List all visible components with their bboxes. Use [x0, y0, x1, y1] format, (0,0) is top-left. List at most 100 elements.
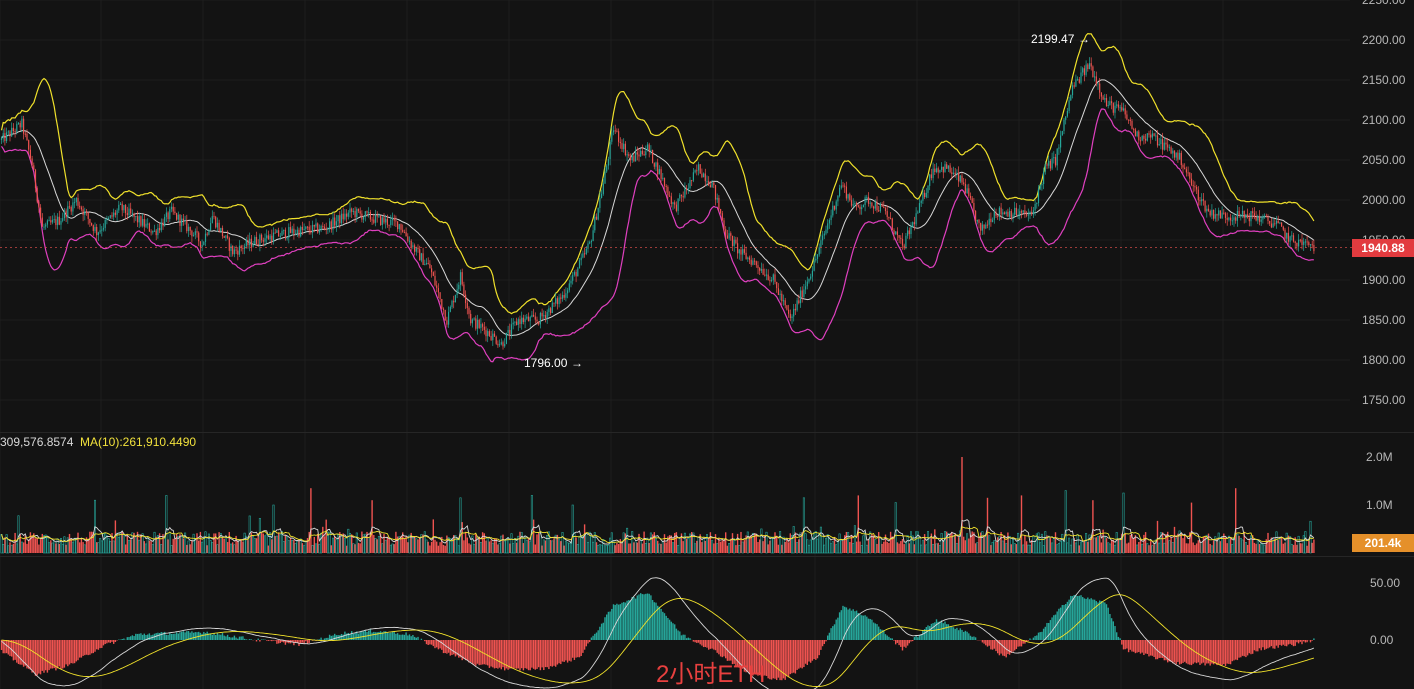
- candle-body: [220, 227, 222, 232]
- price-pane[interactable]: [0, 32, 1315, 363]
- volume-bar: [357, 542, 360, 553]
- volume-bar: [934, 529, 936, 553]
- macd-histogram-bar: [162, 632, 164, 640]
- macd-histogram-bar: [1212, 640, 1215, 665]
- candle-body: [1056, 148, 1058, 166]
- macd-histogram-bar: [636, 595, 638, 640]
- macd-histogram-bar: [832, 626, 834, 640]
- macd-histogram-bar: [1243, 640, 1245, 657]
- volume-bar: [529, 541, 532, 554]
- volume-bar: [340, 536, 343, 554]
- volume-bar: [1238, 535, 1240, 553]
- macd-histogram-bar: [191, 631, 193, 640]
- macd-histogram-bar: [1235, 640, 1237, 660]
- volume-bar: [581, 535, 584, 554]
- candle-body: [225, 235, 227, 238]
- macd-histogram-bar: [1161, 640, 1164, 658]
- volume-bar: [369, 531, 372, 553]
- candle-body: [60, 220, 62, 225]
- volume-bar: [174, 538, 176, 553]
- macd-histogram-bar: [1024, 640, 1026, 644]
- candle-body: [482, 324, 484, 327]
- low-price-annotation: 1796.00: [524, 356, 568, 370]
- macd-histogram-bar: [534, 640, 536, 670]
- volume-bar: [1258, 544, 1261, 553]
- volume-bar: [733, 538, 736, 554]
- volume-bar: [1287, 535, 1290, 553]
- macd-histogram-bar: [24, 640, 26, 666]
- macd-histogram-bar: [872, 622, 875, 640]
- macd-histogram-bar: [796, 640, 798, 670]
- candle-body: [40, 207, 42, 218]
- candle-body: [716, 197, 718, 200]
- volume-bar: [1190, 502, 1193, 553]
- candle-body: [431, 268, 433, 273]
- volume-bar: [250, 532, 253, 553]
- macd-histogram-bar: [196, 632, 198, 640]
- macd-histogram-bar: [104, 640, 106, 645]
- candle-body: [1094, 76, 1096, 78]
- macd-histogram-bar: [53, 640, 55, 669]
- macd-histogram-bar: [386, 632, 389, 640]
- volume-bar: [509, 543, 511, 553]
- volume-bar: [381, 543, 384, 554]
- candle-body: [721, 213, 723, 221]
- candle-body: [106, 219, 108, 221]
- volume-bar: [893, 536, 895, 553]
- volume-bar: [959, 530, 962, 554]
- candle-body: [788, 309, 790, 314]
- candle-body: [381, 217, 383, 225]
- volume-bar: [753, 533, 756, 553]
- macd-histogram-bar: [1000, 640, 1002, 654]
- candle-body: [1095, 76, 1097, 85]
- macd-histogram-bar: [648, 593, 650, 640]
- macd-histogram-bar: [1071, 596, 1074, 640]
- macd-histogram-bar: [160, 632, 162, 640]
- macd-histogram-bar: [606, 614, 608, 640]
- macd-histogram-bar: [694, 640, 696, 643]
- volume-bar: [852, 543, 855, 554]
- candle-body: [551, 302, 553, 314]
- volume-bar: [896, 542, 899, 553]
- volume-bar: [464, 531, 467, 553]
- candle-body: [694, 170, 696, 173]
- macd-pane[interactable]: [0, 577, 1315, 689]
- macd-histogram-bar: [1309, 640, 1312, 643]
- volume-bar: [165, 495, 168, 554]
- candle-body: [459, 272, 462, 285]
- candle-body: [971, 198, 973, 203]
- macd-histogram-bar: [651, 600, 654, 640]
- macd-histogram-bar: [94, 640, 96, 652]
- macd-histogram-bar: [148, 633, 151, 640]
- candle-body: [1087, 64, 1089, 70]
- volume-bar: [364, 533, 367, 554]
- volume-bar: [362, 534, 365, 554]
- macd-histogram-bar: [300, 640, 302, 644]
- candle-body: [159, 228, 161, 231]
- macd-histogram-bar: [1070, 595, 1072, 640]
- volume-bar: [1248, 538, 1250, 553]
- volume-bar: [554, 534, 557, 554]
- candle-body: [706, 181, 708, 183]
- candle-body: [828, 220, 830, 224]
- volume-bar: [189, 544, 191, 553]
- candle-body: [12, 127, 14, 131]
- volume-bar: [1212, 540, 1215, 553]
- bollinger-middle-line: [1, 79, 1315, 337]
- macd-histogram-bar: [556, 640, 559, 665]
- macd-histogram-bar: [495, 640, 497, 668]
- volume-bar: [180, 536, 183, 554]
- volume-bar: [359, 543, 361, 553]
- candle-body: [759, 268, 761, 271]
- candle-body: [521, 317, 523, 324]
- volume-pane[interactable]: [0, 457, 1315, 554]
- macd-histogram-bar: [198, 631, 200, 640]
- volume-bar: [661, 540, 664, 554]
- macd-histogram-bar: [655, 602, 657, 640]
- candle-body: [357, 208, 360, 212]
- candle-body: [267, 235, 269, 240]
- volume-bar: [586, 542, 589, 554]
- volume-bar: [1277, 540, 1279, 553]
- macd-histogram-bar: [1262, 640, 1264, 648]
